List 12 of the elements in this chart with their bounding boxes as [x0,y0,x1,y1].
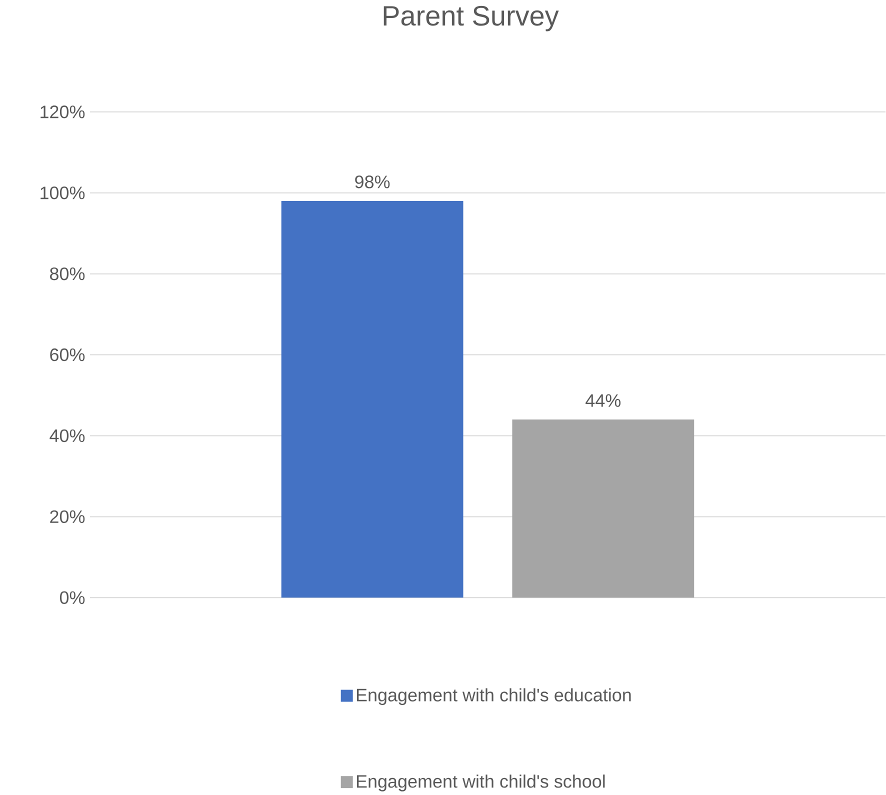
y-tick-label: 60% [50,348,85,362]
data-label: 98% [355,176,390,188]
data-label: 44% [586,394,621,407]
y-tick-label: 0% [60,591,85,604]
y-tick-label: 120% [40,106,85,118]
chart-title: Parent Survey [384,6,559,32]
y-tick-label: 20% [50,510,85,524]
legend-label: Engagement with child's school [356,774,605,792]
y-tick-label: 100% [40,186,85,200]
legend-label: Engagement with child's education [356,688,631,706]
y-tick-label: 80% [50,267,85,280]
y-tick-label: 40% [50,429,85,442]
